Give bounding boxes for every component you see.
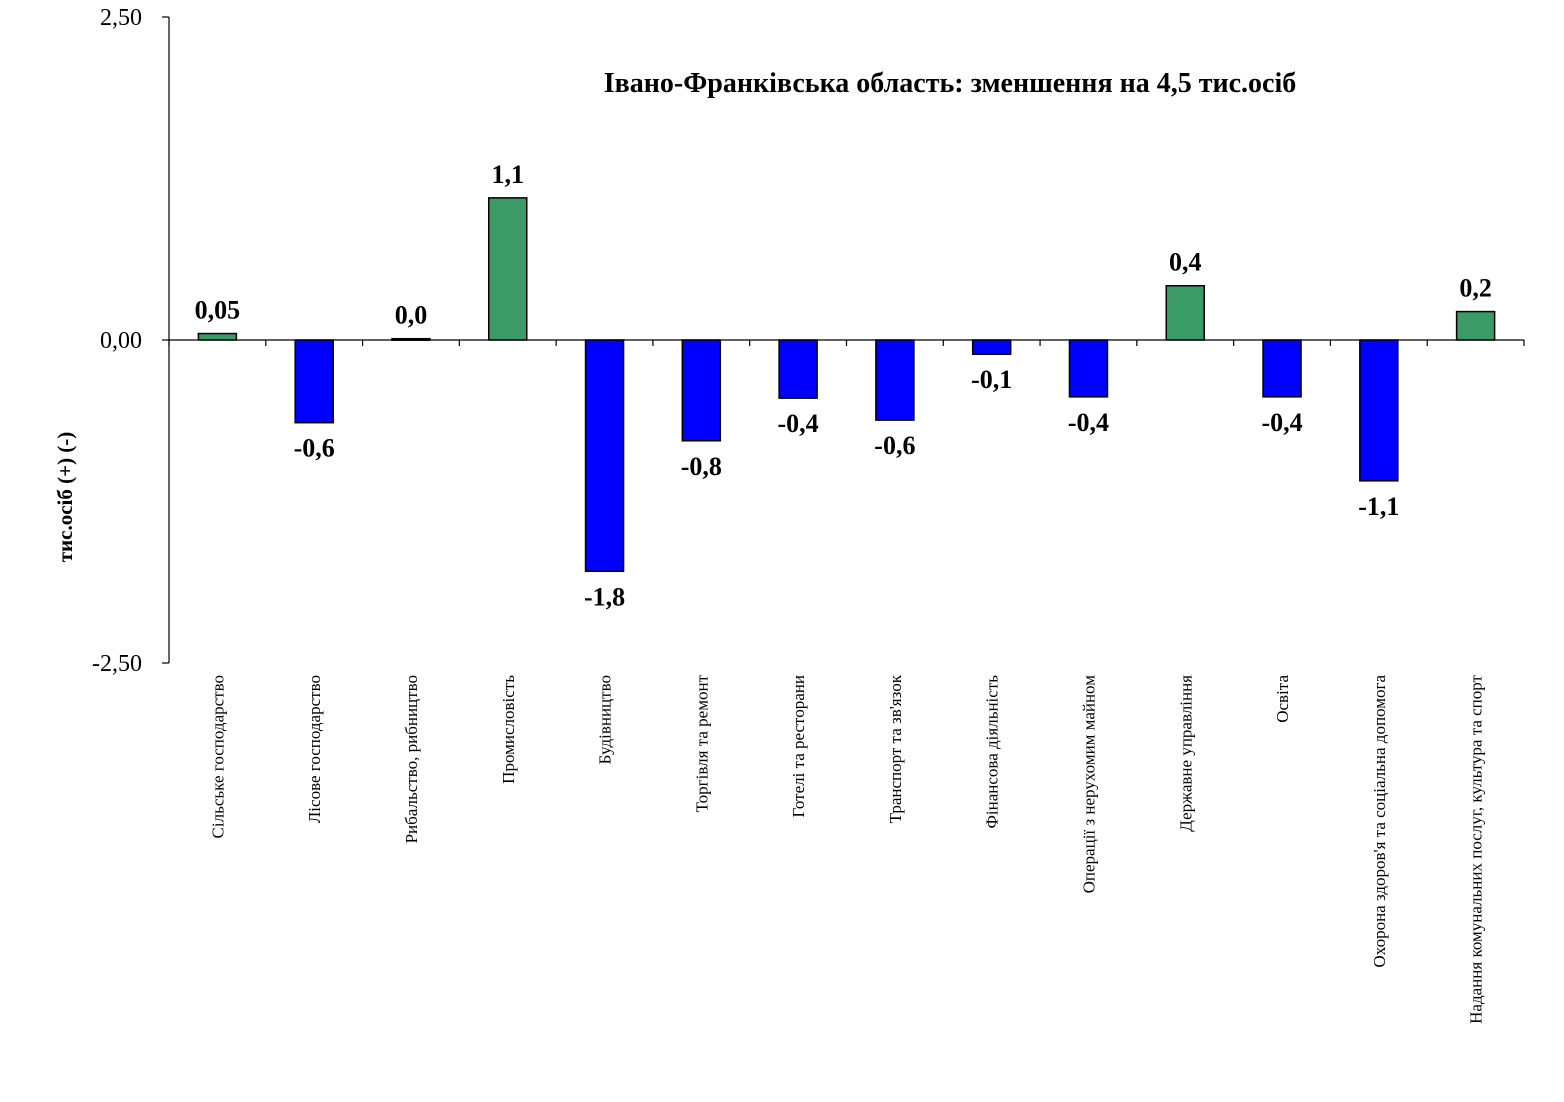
data-label: 1,1 [492, 160, 525, 189]
bar [778, 339, 818, 399]
x-tick-label: Промисловість [499, 675, 518, 784]
data-label: -0,1 [971, 365, 1012, 394]
bar [1165, 284, 1205, 341]
y-tick-label: 2,50 [100, 5, 142, 31]
data-label: -0,4 [778, 409, 819, 438]
bar [488, 197, 528, 341]
data-label: -1,8 [584, 582, 625, 611]
x-tick-label: Охорона здоров'я та соціальна допомога [1370, 675, 1389, 968]
bar [875, 339, 915, 421]
data-label: -0,6 [874, 431, 915, 460]
y-tick-labels: 2,50 0,00 -2,50 [92, 5, 142, 677]
x-tick-label: Сільське господарство [208, 675, 227, 838]
data-labels: 0,05 -0,6 0,0 1,1 -1,8 -0,8 -0,4 -0,6 -0,1 -0,4 0,… [195, 160, 1492, 611]
x-tick-label: Готелі та ресторани [789, 675, 808, 817]
data-label: -0,6 [294, 434, 335, 463]
data-label: -0,4 [1068, 408, 1109, 437]
x-tick-label: Освіта [1273, 675, 1292, 723]
chart-title: Івано-Франківська область: зменшення на … [604, 68, 1297, 99]
bar [1359, 339, 1399, 482]
data-label: 0,0 [395, 301, 428, 330]
data-label: -0,8 [681, 452, 722, 481]
bars [197, 197, 1496, 573]
x-tick-label: Надання комунальних послуг, культура та … [1467, 674, 1486, 1023]
bar [294, 339, 334, 424]
bar [1455, 310, 1496, 341]
bar [584, 339, 625, 573]
x-tick-label: Транспорт та зв'язок [886, 674, 905, 823]
x-tick-label: Лісове господарство [305, 675, 324, 823]
x-tick-label: Державне управління [1176, 675, 1195, 832]
y-tick-label: -2,50 [92, 651, 142, 677]
bar [681, 339, 722, 442]
axes [162, 16, 1525, 664]
data-label: 0,4 [1169, 248, 1202, 277]
data-label: 0,05 [195, 296, 241, 325]
x-tick-label: Рибальство, рибництво [402, 675, 421, 843]
x-tick-label: Операції з нерухомим майном [1079, 675, 1098, 894]
y-tick-label: 0,00 [100, 328, 142, 354]
data-label: -1,1 [1358, 492, 1399, 521]
data-label: 0,2 [1459, 274, 1492, 303]
bar [391, 337, 431, 341]
bar [197, 332, 238, 341]
bar [1262, 339, 1302, 398]
y-axis-label: тис.осіб (+) (-) [53, 432, 77, 563]
bar [971, 339, 1012, 355]
x-tick-label: Торгівля та ремонт [692, 674, 711, 812]
bar [1068, 339, 1109, 398]
x-tick-label: Будівництво [596, 675, 615, 764]
x-tick-labels: Сільське господарство Лісове господарство… [208, 674, 1485, 1024]
x-tick-label: Фінансова діяльність [983, 675, 1002, 829]
data-label: -0,4 [1261, 408, 1302, 437]
